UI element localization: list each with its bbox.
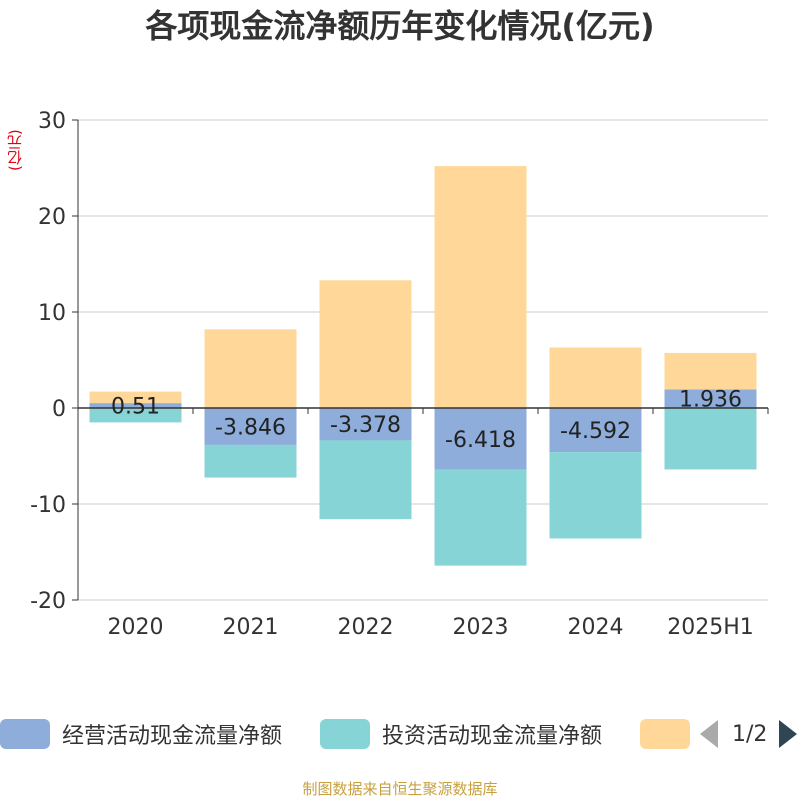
bar-series0-2022 [319, 408, 412, 441]
legend-swatch-financing [640, 719, 690, 749]
legend-item-investing[interactable]: 投资活动现金流量净额 [320, 714, 602, 754]
x-tick-label: 2020 [108, 615, 164, 640]
bar-series1-2024 [549, 452, 642, 539]
legend: 经营活动现金流量净额 投资活动现金流量净额 1/2 [0, 714, 800, 754]
x-tick-label: 2024 [568, 615, 624, 640]
chart-title: 各项现金流净额历年变化情况(亿元) [145, 7, 655, 45]
legend-page-indicator: 1/2 [732, 721, 768, 747]
data-label: -4.592 [560, 419, 631, 444]
x-tick-label: 2022 [338, 615, 394, 640]
y-tick-label: -20 [30, 589, 66, 614]
legend-swatch-operating [0, 719, 50, 749]
y-tick-label: 0 [52, 397, 66, 422]
legend-item-operating[interactable]: 经营活动现金流量净额 [0, 714, 282, 754]
x-tick-label: 2023 [453, 615, 509, 640]
data-label: -6.418 [445, 428, 516, 453]
bar-series2-2021 [204, 329, 297, 408]
bar-series1-2020 [89, 408, 182, 423]
data-source-footer: 制图数据来自恒生聚源数据库 [302, 780, 498, 798]
x-tick-label: 2025H1 [667, 615, 754, 640]
bar-series2-2020 [89, 391, 182, 404]
bar-series2-2022 [319, 280, 412, 408]
data-label: 1.936 [679, 388, 742, 413]
legend-prev-arrow-icon[interactable] [700, 720, 718, 748]
y-tick-label: 30 [38, 109, 66, 134]
bar-series2-2024 [549, 347, 642, 408]
bar-series1-2022 [319, 440, 412, 520]
bar-series2-2025H1 [664, 352, 757, 390]
legend-swatch-investing [320, 719, 370, 749]
bar-series0-2024 [549, 408, 642, 453]
bar-series1-2023 [434, 469, 527, 566]
y-tick-label: 10 [38, 301, 66, 326]
bar-series0-2025H1 [664, 389, 757, 408]
bar-series0-2023 [434, 408, 527, 470]
data-label: -3.846 [215, 415, 286, 440]
bar-series2-2023 [434, 166, 527, 408]
data-label: 0.51 [111, 395, 160, 420]
bar-series1-2021 [204, 444, 297, 478]
legend-next-arrow-icon[interactable] [779, 720, 798, 748]
y-tick-label: -10 [30, 493, 66, 518]
y-tick-label: 20 [38, 205, 66, 230]
cashflow-chart: 30 20 10 0 -10 -20 2020 2021 2022 2023 2024 2025H1 0… [30, 109, 769, 640]
legend-label-investing: 投资活动现金流量净额 [382, 724, 603, 749]
legend-pager: 1/2 [700, 714, 798, 754]
data-label: -3.378 [330, 413, 401, 438]
legend-label-operating: 经营活动现金流量净额 [62, 724, 283, 749]
x-tick-label: 2021 [223, 615, 279, 640]
bar-series0-2020 [89, 403, 182, 408]
bar-series0-2021 [204, 408, 297, 445]
bar-series1-2025H1 [664, 408, 757, 470]
legend-item-financing[interactable] [640, 714, 690, 754]
